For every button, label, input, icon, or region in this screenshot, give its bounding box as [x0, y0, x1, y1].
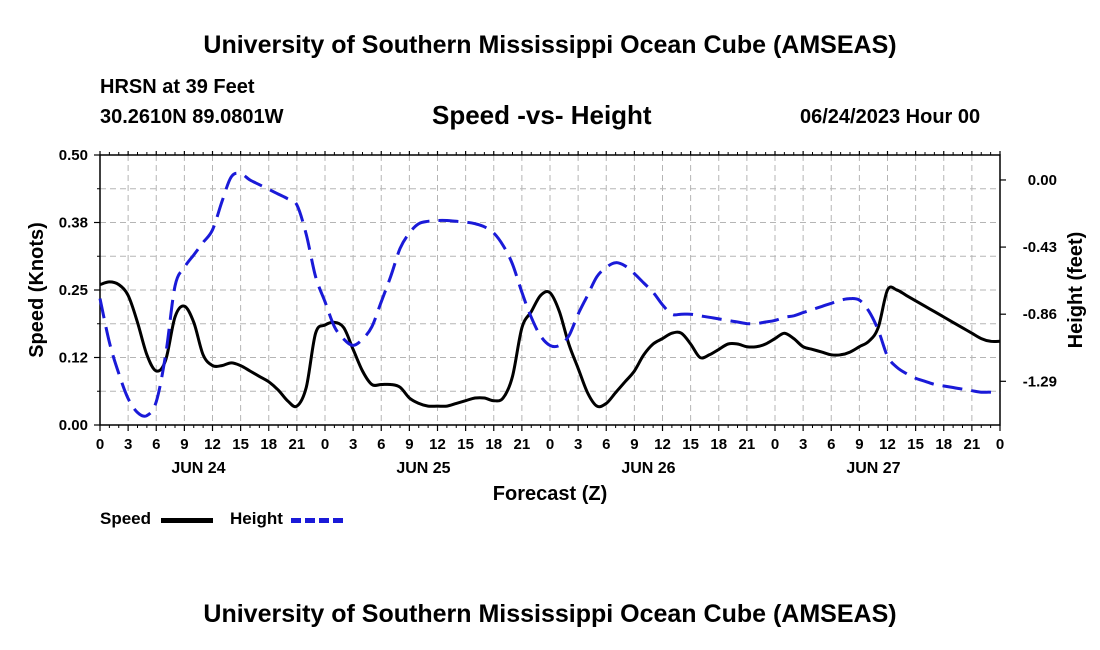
station-coords: 30.2610N 89.0801W	[100, 106, 284, 128]
x-tick-label: 0	[996, 436, 1004, 453]
x-axis-title: Forecast (Z)	[493, 483, 607, 505]
x-tick-label: 12	[204, 436, 221, 453]
x-tick-label: 18	[260, 436, 277, 453]
x-tick-label: 18	[485, 436, 502, 453]
x-tick-label: 12	[879, 436, 896, 453]
x-tick-label: 6	[377, 436, 385, 453]
x-tick-label: 3	[349, 436, 357, 453]
series-speed-line	[99, 280, 1001, 409]
right-tick-label: -1.29	[1023, 373, 1057, 390]
x-tick-label: 9	[855, 436, 863, 453]
x-tick-label: 6	[827, 436, 835, 453]
station-label: HRSN at 39 Feet	[100, 76, 255, 98]
x-tick-label: 6	[152, 436, 160, 453]
label-layer: 0 3 6 9 12 15 18 21 0 3 6 9 12 15 18 21 0 3 6 9 12 15 18 21 0 3 6 9…	[59, 147, 1057, 477]
x-tick-label: 0	[771, 436, 779, 453]
x-tick-label: 0	[96, 436, 104, 453]
legend-height-swatch	[291, 518, 343, 523]
x-tick-label: 12	[654, 436, 671, 453]
series-height-line	[98, 171, 1001, 418]
x-tick-label: 0	[546, 436, 554, 453]
x-tick-label: 21	[514, 436, 531, 453]
x-tick-label: 3	[574, 436, 582, 453]
x-tick-label: 18	[710, 436, 727, 453]
main-title: University of Southern Mississippi Ocean…	[203, 31, 897, 59]
legend-height-label: Height	[230, 509, 283, 528]
left-tick-label: 0.00	[59, 417, 88, 434]
left-tick-label: 0.38	[59, 215, 88, 232]
legend-speed-swatch	[161, 518, 213, 523]
right-tick-label: -0.86	[1023, 306, 1057, 323]
left-tick-label: 0.12	[59, 350, 88, 367]
left-tick-label: 0.25	[59, 282, 88, 299]
x-tick-label: 6	[602, 436, 610, 453]
x-tick-label: 18	[935, 436, 952, 453]
x-tick-label: 15	[682, 436, 699, 453]
x-tick-label: 12	[429, 436, 446, 453]
x-day-label: JUN 24	[171, 460, 225, 477]
x-tick-label: 21	[289, 436, 306, 453]
x-tick-label: 9	[405, 436, 413, 453]
legend-speed-label: Speed	[100, 509, 152, 528]
x-tick-label: 21	[964, 436, 981, 453]
x-tick-label: 9	[630, 436, 638, 453]
x-tick-label: 3	[799, 436, 807, 453]
left-axis-title: Speed (Knots)	[26, 222, 48, 358]
forecast-datetime: 06/24/2023 Hour 00	[800, 106, 981, 128]
x-tick-label: 15	[907, 436, 924, 453]
x-tick-label: 21	[739, 436, 756, 453]
right-tick-label: 0.00	[1028, 172, 1057, 189]
x-tick-label: 0	[321, 436, 329, 453]
x-day-label: JUN 26	[621, 460, 675, 477]
right-axis-title: Height (feet)	[1065, 232, 1087, 349]
x-day-label: JUN 25	[396, 460, 450, 477]
x-day-label: JUN 27	[846, 460, 900, 477]
x-tick-label: 3	[124, 436, 132, 453]
grid-layer	[100, 155, 1000, 425]
x-tick-label: 15	[232, 436, 249, 453]
footer-title: University of Southern Mississippi Ocean…	[203, 600, 897, 628]
left-tick-label: 0.50	[59, 147, 88, 164]
right-tick-label: -0.43	[1023, 239, 1057, 256]
x-tick-label: 15	[457, 436, 474, 453]
chart-subtitle: Speed -vs- Height	[432, 100, 652, 130]
series-layer	[98, 171, 1001, 418]
tick-layer	[94, 151, 1006, 431]
x-tick-label: 9	[180, 436, 188, 453]
